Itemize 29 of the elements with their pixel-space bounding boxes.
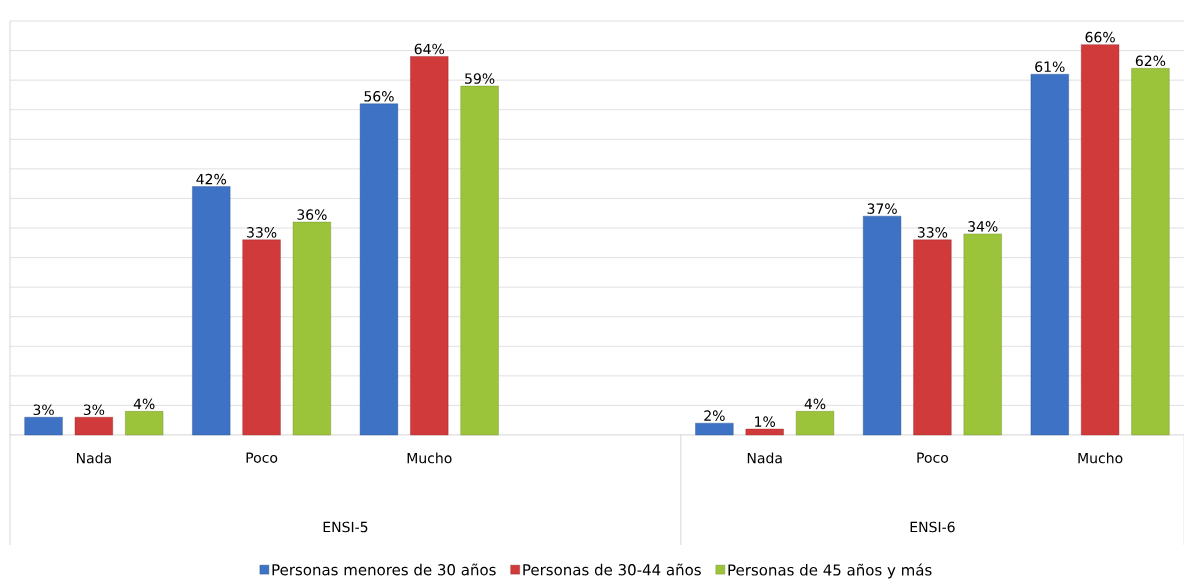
legend-label: Personas de 30-44 años <box>523 563 701 576</box>
x-tick-label: Nada <box>76 452 111 464</box>
data-label: 3% <box>33 404 54 416</box>
legend-label: Personas menores de 30 años <box>272 563 496 576</box>
data-label: 62% <box>1135 55 1166 67</box>
data-label: 61% <box>1035 61 1065 73</box>
data-label: 42% <box>196 173 227 185</box>
data-label: 33% <box>247 227 277 238</box>
data-label: 56% <box>364 91 394 102</box>
x-tick-label: Mucho <box>407 452 452 464</box>
text: ENSI-5 <box>323 521 368 533</box>
data-label: 3% <box>83 404 105 416</box>
data-label: 37% <box>867 203 897 214</box>
data-label: 36% <box>297 209 327 220</box>
data-label: 33% <box>917 227 948 238</box>
x-tick-label: Poco <box>917 452 949 463</box>
text: ENSI-6 <box>910 521 955 533</box>
data-label: 64% <box>414 43 445 55</box>
data-label: 1% <box>755 416 776 427</box>
data-label: 66% <box>1085 31 1115 43</box>
data-label: 34% <box>968 221 998 232</box>
data-label: 4% <box>804 398 826 410</box>
x-tick-label: Poco <box>246 452 278 463</box>
legend-label: Personas de 45 años y más <box>728 563 932 579</box>
data-label: 2% <box>704 410 725 421</box>
x-tick-label: Mucho <box>1078 452 1123 464</box>
data-label: 4% <box>133 398 155 410</box>
data-label: 59% <box>465 73 495 84</box>
x-tick-label: Nada <box>747 452 782 464</box>
